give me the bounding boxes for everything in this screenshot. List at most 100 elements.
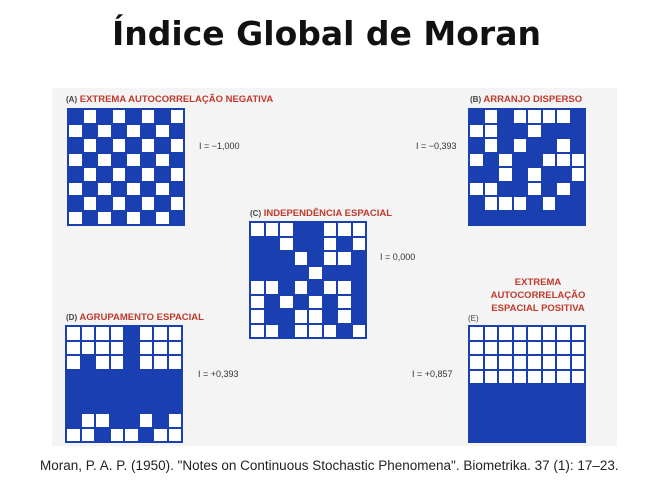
filled-cell xyxy=(140,181,155,196)
empty-cell xyxy=(512,196,527,211)
empty-cell xyxy=(138,413,153,428)
filled-cell xyxy=(250,236,265,251)
empty-cell xyxy=(322,251,337,266)
filled-cell xyxy=(68,109,83,124)
empty-cell xyxy=(111,196,126,211)
filled-cell xyxy=(469,413,484,428)
filled-cell xyxy=(140,210,155,225)
empty-cell xyxy=(322,222,337,237)
filled-cell xyxy=(570,384,585,399)
filled-cell xyxy=(308,236,323,251)
slide-title: Índice Global de Moran xyxy=(112,14,541,53)
filled-cell xyxy=(153,398,168,413)
empty-cell xyxy=(169,138,184,153)
filled-cell xyxy=(308,222,323,237)
filled-cell xyxy=(82,152,97,167)
filled-cell xyxy=(155,196,170,211)
empty-cell xyxy=(556,152,571,167)
empty-cell xyxy=(97,210,112,225)
filled-cell xyxy=(570,123,585,138)
empty-cell xyxy=(541,340,556,355)
filled-cell xyxy=(498,138,513,153)
filled-cell xyxy=(469,398,484,413)
empty-cell xyxy=(556,355,571,370)
filled-cell xyxy=(167,398,182,413)
empty-cell xyxy=(153,326,168,341)
filled-cell xyxy=(97,196,112,211)
empty-cell xyxy=(111,109,126,124)
empty-cell xyxy=(279,294,294,309)
empty-cell xyxy=(155,181,170,196)
filled-cell xyxy=(556,196,571,211)
empty-cell xyxy=(66,326,81,341)
filled-cell xyxy=(570,109,585,124)
filled-cell xyxy=(126,109,141,124)
filled-cell xyxy=(512,181,527,196)
panel-c-index: I = 0,000 xyxy=(380,252,416,262)
empty-cell xyxy=(483,355,498,370)
filled-cell xyxy=(512,123,527,138)
panel-a-letter: (A) xyxy=(66,95,78,104)
filled-cell xyxy=(469,384,484,399)
empty-cell xyxy=(322,280,337,295)
filled-cell xyxy=(570,138,585,153)
empty-cell xyxy=(527,123,542,138)
empty-cell xyxy=(483,109,498,124)
empty-cell xyxy=(109,340,124,355)
panel-d-label: AGRUPAMENTO ESPACIAL xyxy=(79,312,204,323)
empty-cell xyxy=(556,340,571,355)
empty-cell xyxy=(541,326,556,341)
filled-cell xyxy=(279,280,294,295)
empty-cell xyxy=(512,340,527,355)
filled-cell xyxy=(483,413,498,428)
empty-cell xyxy=(126,210,141,225)
filled-cell xyxy=(556,210,571,225)
filled-cell xyxy=(483,427,498,442)
empty-cell xyxy=(82,109,97,124)
filled-cell xyxy=(498,398,513,413)
filled-cell xyxy=(66,413,81,428)
empty-cell xyxy=(279,236,294,251)
filled-cell xyxy=(167,384,182,399)
panel-b-index: I = −0,393 xyxy=(416,141,457,151)
empty-cell xyxy=(80,413,95,428)
filled-cell xyxy=(153,413,168,428)
filled-cell xyxy=(570,196,585,211)
filled-cell xyxy=(95,369,110,384)
empty-cell xyxy=(337,251,352,266)
filled-cell xyxy=(512,398,527,413)
empty-cell xyxy=(527,167,542,182)
filled-cell xyxy=(68,196,83,211)
filled-cell xyxy=(556,413,571,428)
filled-cell xyxy=(541,181,556,196)
filled-cell xyxy=(167,369,182,384)
filled-cell xyxy=(124,326,139,341)
filled-cell xyxy=(264,236,279,251)
filled-cell xyxy=(111,210,126,225)
filled-cell xyxy=(570,398,585,413)
filled-cell xyxy=(169,123,184,138)
empty-cell xyxy=(337,222,352,237)
empty-cell xyxy=(469,340,484,355)
empty-cell xyxy=(483,326,498,341)
filled-cell xyxy=(97,167,112,182)
empty-cell xyxy=(95,413,110,428)
empty-cell xyxy=(483,123,498,138)
empty-cell xyxy=(570,326,585,341)
empty-cell xyxy=(279,222,294,237)
filled-cell xyxy=(66,398,81,413)
empty-cell xyxy=(556,326,571,341)
filled-cell xyxy=(541,427,556,442)
empty-cell xyxy=(169,109,184,124)
empty-cell xyxy=(138,340,153,355)
empty-cell xyxy=(264,222,279,237)
empty-cell xyxy=(95,326,110,341)
filled-cell xyxy=(541,413,556,428)
filled-cell xyxy=(155,138,170,153)
filled-cell xyxy=(541,138,556,153)
empty-cell xyxy=(512,109,527,124)
empty-cell xyxy=(498,369,513,384)
filled-cell xyxy=(483,210,498,225)
empty-cell xyxy=(250,280,265,295)
empty-cell xyxy=(498,167,513,182)
